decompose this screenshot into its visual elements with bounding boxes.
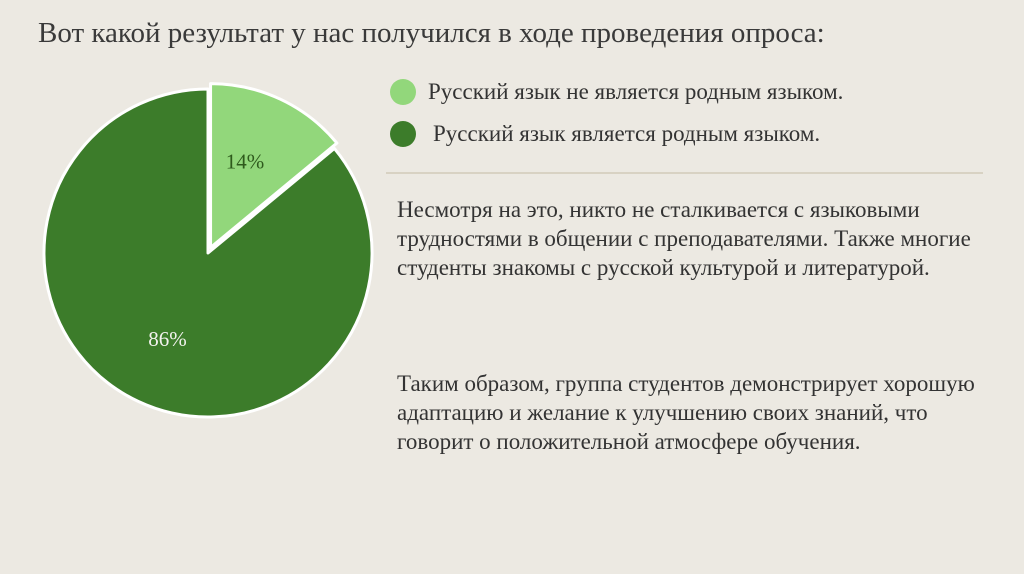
pie-slice: [42, 87, 374, 419]
page-title: Вот какой результат у нас получился в хо…: [38, 17, 825, 49]
pie-slice: [209, 82, 339, 250]
pie-slice-label: 14%: [226, 150, 265, 174]
legend-swatch-not-native: [390, 79, 416, 105]
legend-label-native: Русский язык является родным языком.: [433, 121, 821, 146]
paragraph-no-difficulties: Несмотря на это, никто не сталкивается с…: [397, 197, 971, 280]
pie-chart: 14% 86%: [42, 82, 374, 419]
legend-label-not-native: Русский язык не является родным языком.: [428, 79, 844, 104]
pie-labels: 14% 86%: [148, 150, 264, 352]
divider: [386, 172, 983, 174]
paragraph-conclusion: Таким образом, группа студентов демонстр…: [397, 371, 975, 454]
pie-slices: [42, 82, 374, 419]
pie-slice-label: 86%: [148, 327, 187, 351]
legend-swatch-native: [390, 121, 416, 147]
